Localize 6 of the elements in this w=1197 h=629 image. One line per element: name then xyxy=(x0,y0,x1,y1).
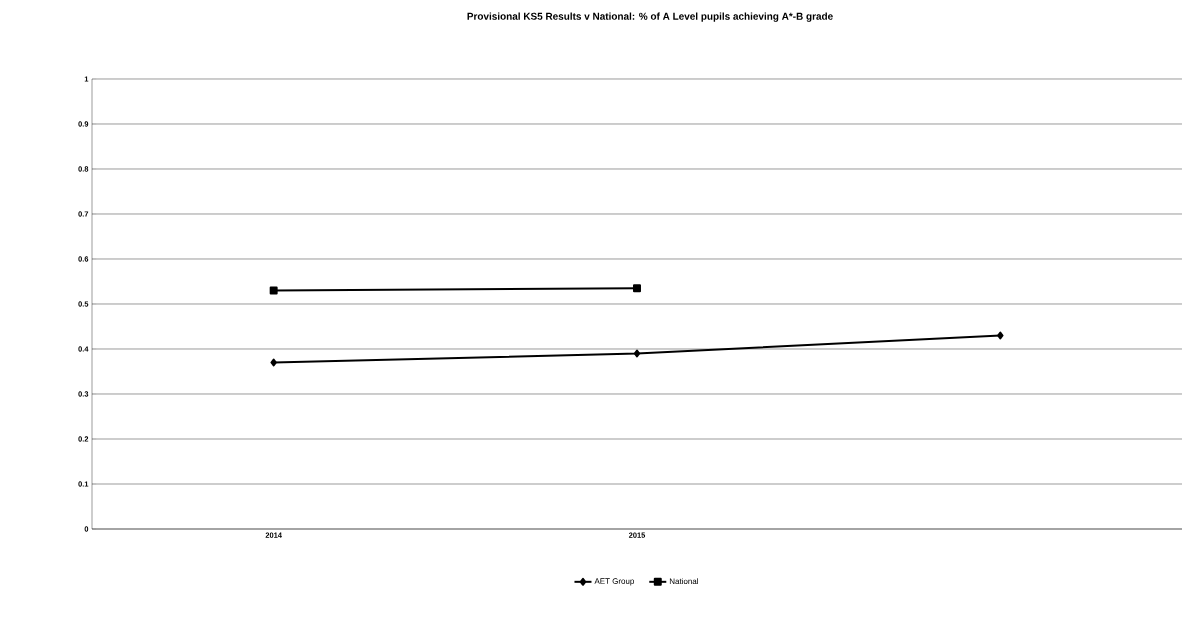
point xyxy=(997,331,1004,340)
point xyxy=(633,284,641,293)
point xyxy=(633,349,641,358)
point xyxy=(270,358,277,367)
chart-title: Provisional KS5 Results v National: % of A Level pupils achieving A*-B grade xyxy=(467,12,833,22)
point xyxy=(269,286,278,295)
